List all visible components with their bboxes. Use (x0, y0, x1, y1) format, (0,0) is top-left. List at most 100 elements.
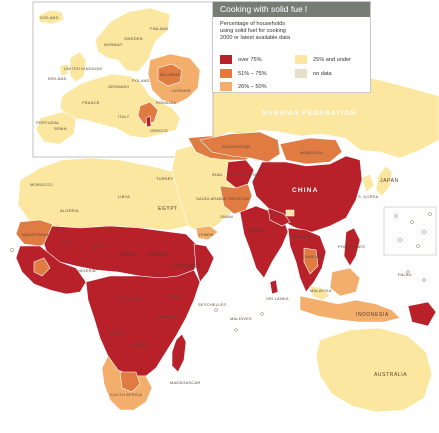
label-south-africa: SOUTH AFRICA (110, 392, 142, 397)
label-spain: SPAIN (54, 126, 67, 131)
region-uk (69, 51, 87, 83)
label-algeria: ALGERIA (60, 208, 79, 213)
region-madagascar (171, 333, 187, 373)
region-thailand (303, 247, 319, 275)
label-turkey: TURKEY (156, 176, 174, 181)
label-ukraine: UKRAINE (172, 88, 191, 93)
label-poland: POLAND (132, 78, 150, 83)
legend-label: 51% – 75% (238, 70, 267, 77)
label-seychelles: SEYCHELLES (198, 302, 226, 307)
region-nepal (267, 207, 291, 227)
label-sudan: SUDAN (148, 252, 169, 258)
label-libya: LIBYA (118, 194, 130, 199)
label-russia: RUSSIAN FEDERATION (262, 110, 356, 117)
label-france: FRANCE (82, 100, 100, 105)
label-angola: ANGOLA (108, 330, 126, 335)
label-mongolia: MONGOLIA (300, 150, 323, 155)
region-malaysia (309, 285, 331, 301)
region-kazakhstan (199, 131, 281, 163)
label-oman: OMAN (220, 214, 233, 219)
label-chad: CHAD (120, 252, 137, 258)
label-saudi: SAUDI ARABIA (196, 196, 226, 201)
label-dr-congo: DR CONGO (118, 296, 142, 301)
legend-subtitle-line: using solid fuel for cooking (220, 28, 286, 34)
region-ireland (59, 63, 69, 77)
label-mauritania: MAURITANIA (22, 232, 49, 237)
region-central-africa (85, 269, 201, 377)
label-myanmar: MYANMAR (292, 234, 314, 239)
label-mali: MALI (62, 240, 72, 245)
label-korea: S. KOREA (358, 194, 379, 199)
region-indonesia (299, 295, 401, 323)
legend-item-51-75: 51% – 75% (220, 69, 267, 78)
legend-title: Cooking with solid fue l (213, 2, 370, 17)
label-malaysia: MALAYSIA (310, 288, 331, 293)
region-png (407, 301, 437, 327)
label-uk: UNITED KINGDOM (64, 66, 102, 71)
label-sri-lanka: SRI LANKA (266, 296, 289, 301)
legend-swatch (295, 55, 307, 64)
region-albania (145, 115, 152, 128)
region-south-africa-orange (119, 371, 141, 393)
label-romania: ROMANIA (156, 100, 176, 105)
label-yemen: YEMEN (198, 232, 213, 237)
legend-item-under25: 25% and under (295, 55, 351, 64)
legend-label: no data (313, 70, 332, 77)
region-west-africa (15, 245, 87, 295)
label-germany: GERMANY (108, 84, 130, 89)
label-niger: NIGER (92, 244, 106, 249)
region-borneo (329, 267, 361, 297)
label-sweden: SWEDEN (124, 36, 143, 41)
label-iran: IRAN (212, 172, 222, 177)
legend-subtitle-line: Percentage of households (220, 21, 285, 27)
label-zambia: ZAMBIA (132, 342, 148, 347)
region-australia (315, 327, 433, 413)
legend-item-26-50: 26% – 50% (220, 82, 267, 91)
region-yemen (195, 225, 219, 241)
label-afghanistan: AFGHANISTAN (230, 172, 260, 177)
region-pakistan (219, 183, 253, 215)
label-indonesia: INDONESIA (356, 312, 389, 318)
legend-swatch (220, 82, 232, 91)
legend-label: 25% and under (313, 56, 351, 63)
label-belarus: BELARUS (160, 72, 180, 77)
label-morocco: MOROCCO (30, 182, 53, 187)
label-egypt: EGYPT (158, 206, 178, 212)
legend-swatch (220, 55, 232, 64)
region-iceland (37, 9, 65, 25)
label-india: INDIA (248, 228, 264, 234)
label-iceland: ICELAND (40, 15, 59, 20)
label-palau: PALAU (398, 272, 412, 277)
label-finland: FINLAND (150, 26, 169, 31)
legend-subtitle: Percentage of households using solid fue… (213, 17, 370, 42)
region-balkans (137, 101, 159, 125)
legend-item-over75: over 75% (220, 55, 262, 64)
region-scandinavia (94, 7, 171, 73)
legend-label: over 75% (238, 56, 262, 63)
label-italy: ITALY (118, 114, 130, 119)
legend-swatch (295, 69, 307, 78)
region-korea (361, 173, 375, 193)
region-japan (375, 165, 393, 197)
label-nepal: NEPAL (270, 212, 284, 217)
legend-item-nodata: no data (295, 69, 332, 78)
region-sri-lanka (269, 279, 279, 295)
legend-swatch (220, 69, 232, 78)
legend-subtitle-line: 2000 or latest available data (220, 35, 290, 41)
legend: Cooking with solid fue l Percentage of h… (212, 1, 371, 93)
label-ireland: IRELAND (48, 76, 67, 81)
label-greece: GREECE (150, 128, 168, 133)
label-pakistan: PAKISTAN (228, 196, 249, 201)
pacific-inset (383, 206, 437, 256)
label-china: CHINA (292, 187, 319, 194)
legend-label: 26% – 50% (238, 83, 267, 90)
region-baltic-belarus (157, 63, 183, 87)
label-ethiopia: ETHIOPIA (172, 264, 200, 270)
region-horn (193, 243, 215, 283)
label-japan: JAPAN (380, 178, 399, 184)
region-philippines (343, 227, 361, 267)
label-nigeria: NIGERIA (78, 268, 96, 273)
region-bhutan (285, 209, 295, 217)
label-australia: AUSTRALIA (374, 372, 407, 378)
